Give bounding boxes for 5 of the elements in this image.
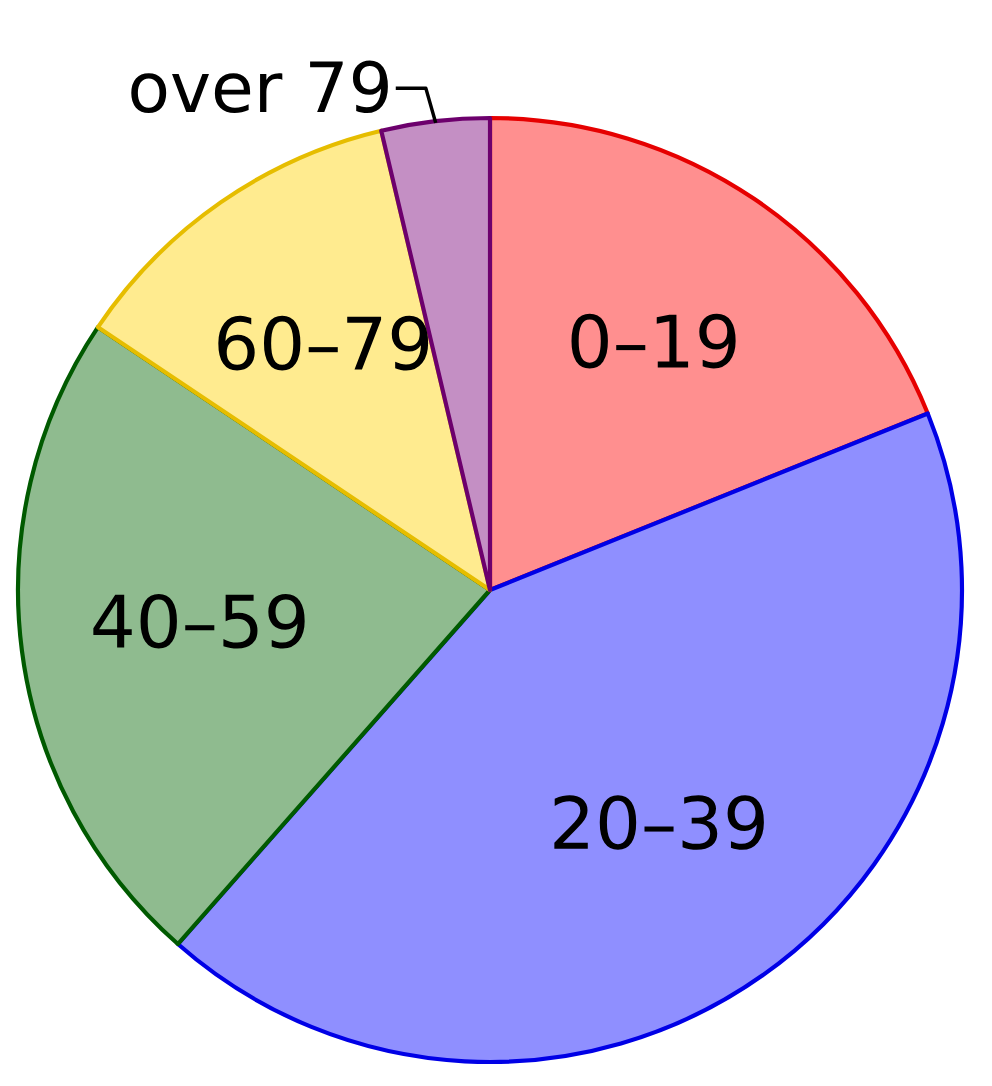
slice-label: 60–79 (218, 315, 429, 371)
slice-label: 40–59 (93, 593, 305, 649)
slice-label: 0–19 (571, 313, 736, 369)
slice-label: over 79 (131, 60, 388, 114)
slice-label: 20–39 (554, 795, 764, 850)
